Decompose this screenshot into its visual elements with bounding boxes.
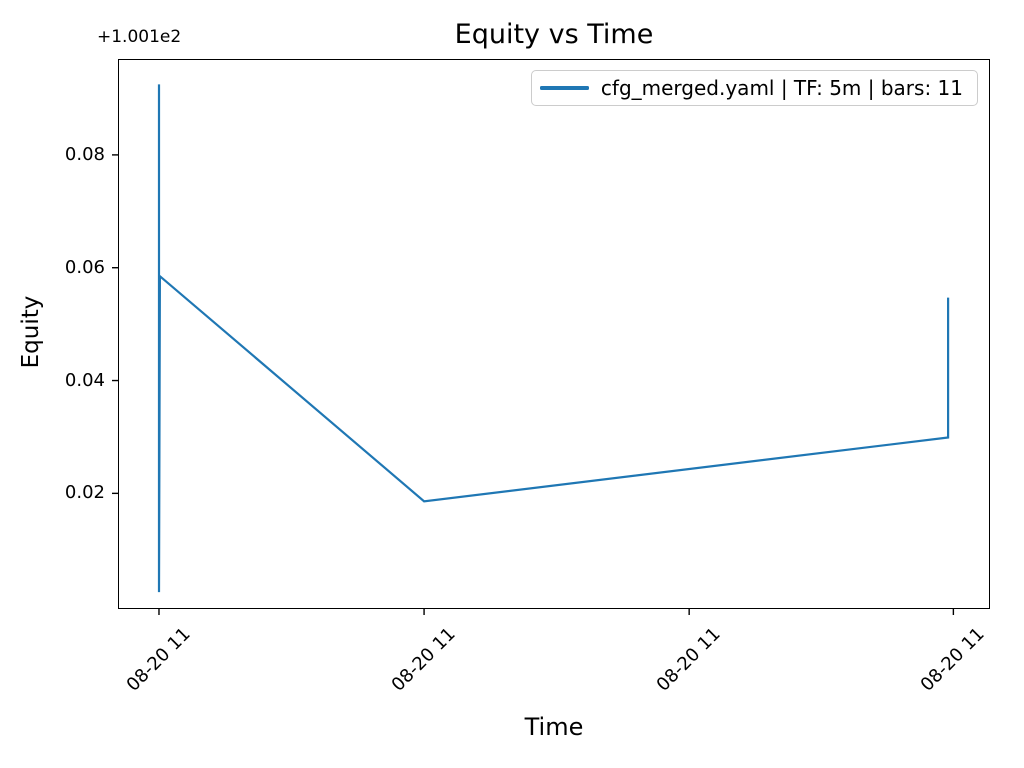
y-axis-offset-text: +1.001e2 (97, 27, 182, 47)
y-tick-label: 0.08 (64, 143, 105, 165)
legend-label: cfg_merged.yaml | TF: 5m | bars: 11 (600, 76, 963, 100)
x-axis-label: Time (524, 713, 584, 741)
legend-line-swatch (539, 86, 589, 90)
legend: cfg_merged.yaml | TF: 5m | bars: 11 (530, 70, 978, 106)
y-tick-label: 0.02 (64, 482, 105, 504)
equity-line (157, 84, 950, 593)
y-tick-label: 0.04 (64, 369, 105, 391)
axes-frame (118, 59, 990, 609)
y-axis-label: Equity (18, 295, 44, 369)
y-tick-label: 0.06 (64, 256, 105, 278)
chart-title: Equity vs Time (454, 19, 654, 50)
